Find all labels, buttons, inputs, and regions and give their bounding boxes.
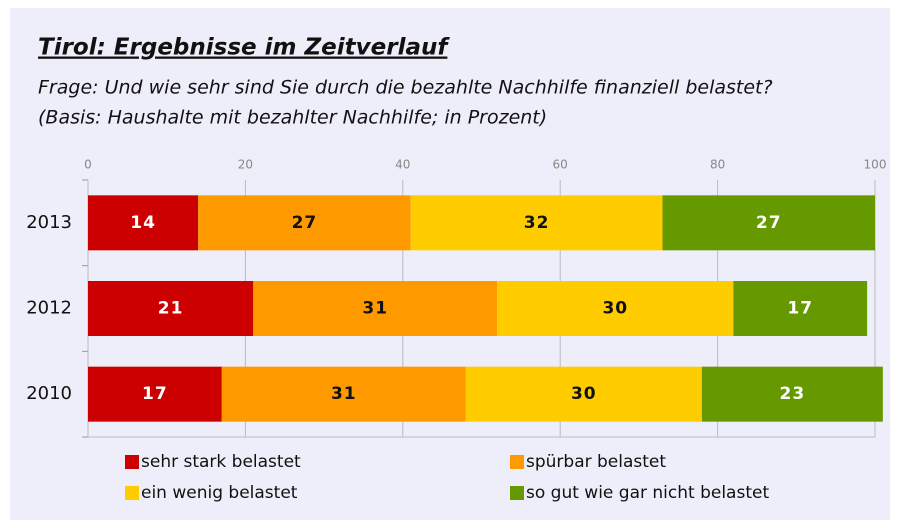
bar-segment	[88, 281, 254, 336]
data-label: 31	[331, 384, 357, 404]
data-label: 21	[158, 299, 184, 319]
chart-title: Tirol: Ergebnisse im Zeitverlauf	[38, 35, 450, 61]
bar-segment	[701, 366, 883, 422]
data-label: 17	[142, 384, 168, 404]
legend-label: so gut wie gar nicht belastet	[526, 483, 769, 503]
y-tick-label: 2013	[26, 212, 72, 233]
y-tick-label: 2010	[26, 383, 72, 404]
legend-swatch	[125, 455, 139, 469]
bar-segment	[410, 195, 663, 251]
legend-label: ein wenig belastet	[141, 483, 298, 503]
bar-segment	[253, 281, 498, 336]
legend-swatch	[510, 455, 524, 469]
data-label: 32	[524, 213, 550, 233]
x-tick-label: 0	[84, 158, 92, 172]
data-label: 27	[756, 213, 782, 233]
data-label: 27	[292, 213, 318, 233]
x-tick-label: 20	[238, 158, 253, 172]
x-tick-label: 40	[395, 158, 410, 172]
bar-segment	[88, 366, 222, 422]
y-tick-label: 2012	[26, 298, 72, 319]
legend-label: sehr stark belastet	[141, 452, 301, 472]
data-label: 23	[780, 384, 806, 404]
x-tick-label: 100	[864, 158, 887, 172]
x-tick-label: 60	[553, 158, 568, 172]
chart-subtitle: (Basis: Haushalte mit bezahlter Nachhilf…	[38, 107, 547, 129]
legend-swatch	[510, 486, 524, 500]
data-label: 30	[571, 384, 597, 404]
data-label: 30	[602, 299, 628, 319]
bar-segment	[465, 366, 702, 422]
chart-subtitle: Frage: Und wie sehr sind Sie durch die b…	[38, 77, 773, 99]
legend-label: spürbar belastet	[526, 452, 666, 472]
legend-swatch	[125, 486, 139, 500]
bar-segment	[198, 195, 411, 251]
data-label: 14	[130, 213, 156, 233]
bar-segment	[733, 281, 868, 336]
bar-segment	[88, 195, 199, 251]
bar-segment	[662, 195, 875, 251]
bar-segment	[221, 366, 466, 422]
x-tick-label: 80	[710, 158, 725, 172]
data-label: 31	[362, 299, 388, 319]
data-label: 17	[787, 299, 813, 319]
panel	[10, 8, 890, 520]
bar-segment	[497, 281, 734, 336]
